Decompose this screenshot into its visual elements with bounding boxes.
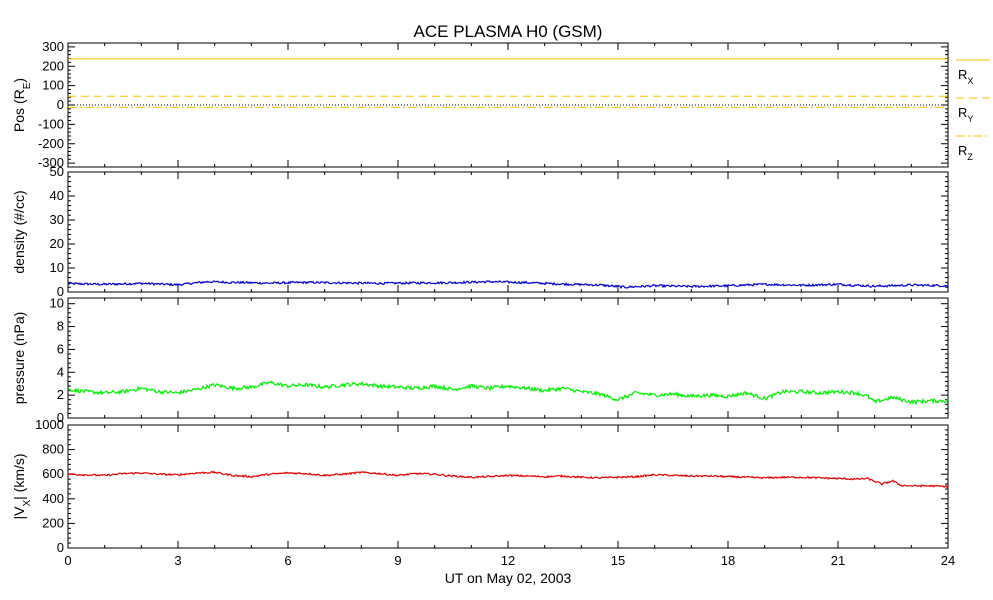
x-tick-label: 24 — [941, 553, 955, 568]
x-tick-label: 18 — [721, 553, 735, 568]
density-ytick-label: 40 — [50, 188, 64, 203]
x-tick-label: 12 — [501, 553, 515, 568]
legend-label-rx: RX — [958, 67, 973, 86]
velocity-ytick-label: 400 — [42, 491, 64, 506]
density-ytick-label: 50 — [50, 164, 64, 179]
legend-label-sub: Y — [967, 114, 973, 124]
position-ytick-label: 0 — [57, 97, 64, 112]
legend-label-ry: RY — [958, 105, 973, 124]
position-ytick-label: -200 — [38, 136, 64, 151]
density-ytick-label: 20 — [50, 236, 64, 251]
position-ytick-label: -100 — [38, 116, 64, 131]
density-ytick-label: 10 — [50, 260, 64, 275]
velocity-ylabel-text: |V — [11, 506, 27, 520]
x-tick-label: 0 — [64, 553, 71, 568]
legend-label-sub: Z — [967, 152, 973, 162]
pressure-ytick-label: 6 — [57, 341, 64, 356]
pressure-ytick-label: 2 — [57, 387, 64, 402]
pressure-ytick-label: 8 — [57, 319, 64, 334]
density-ylabel-text: density (#/cc) — [11, 190, 27, 273]
chart-title: ACE PLASMA H0 (GSM) — [414, 22, 603, 41]
density-y-axis-label: density (#/cc) — [11, 190, 27, 273]
density-series-line — [67, 280, 949, 290]
velocity-ytick-label: 600 — [42, 466, 64, 481]
velocity-ytick-label: 200 — [42, 515, 64, 530]
density-panel: 50 40 30 20 10 0 density (#/cc) — [11, 164, 949, 299]
legend-label-rz: RZ — [958, 143, 973, 162]
velocity-panel: 1000 800 600 400 200 00 3 6 9 12 15 18 21 24 |VX| (km/… — [11, 417, 955, 568]
pressure-series-line — [67, 380, 949, 406]
velocity-y-axis-label: |VX| (km/s) — [11, 453, 33, 519]
density-ytick-label: 0 — [57, 284, 64, 299]
density-ytick-label: 30 — [50, 212, 64, 227]
pressure-frame — [67, 297, 949, 419]
position-ylabel-close: ) — [11, 78, 27, 83]
position-ylabel-text: Pos (R — [11, 89, 27, 132]
x-tick-label: 9 — [394, 553, 401, 568]
legend-label-main: R — [958, 67, 967, 82]
x-tick-label: 15 — [611, 553, 625, 568]
position-ytick-label: 100 — [42, 78, 64, 93]
position-ytick-label: 200 — [42, 58, 64, 73]
pressure-panel: 10 8 6 4 2 0 pressure (nPa) — [11, 296, 949, 425]
pressure-ytick-label: 0 — [57, 410, 64, 425]
legend-label-main: R — [958, 143, 967, 158]
position-ylabel-sub: E — [22, 82, 33, 89]
x-axis-label: UT on May 02, 2003 — [445, 570, 572, 586]
x-tick-label: 6 — [284, 553, 291, 568]
position-ytick-label: -300 — [38, 155, 64, 170]
x-tick-label: 3 — [174, 553, 181, 568]
velocity-series-line — [67, 470, 949, 489]
pressure-ylabel-text: pressure (nPa) — [11, 312, 27, 405]
velocity-ylabel-close: | (km/s) — [11, 453, 27, 499]
legend-label-main: R — [958, 105, 967, 120]
density-frame — [67, 171, 949, 293]
pressure-y-axis-label: pressure (nPa) — [11, 312, 27, 405]
pressure-ytick-label: 4 — [57, 364, 64, 379]
x-tick-label: 21 — [831, 553, 845, 568]
velocity-ylabel-sub: X — [22, 500, 33, 507]
position-ytick-label: 300 — [42, 39, 64, 54]
pressure-ytick-label: 10 — [50, 296, 64, 311]
position-y-axis-label: Pos (RE) — [11, 78, 33, 132]
velocity-frame — [67, 424, 949, 549]
legend-label-sub: X — [967, 76, 973, 86]
velocity-ytick-label: 0 — [57, 540, 64, 555]
velocity-ytick-label: 1000 — [35, 417, 64, 432]
velocity-ytick-label: 800 — [42, 442, 64, 457]
